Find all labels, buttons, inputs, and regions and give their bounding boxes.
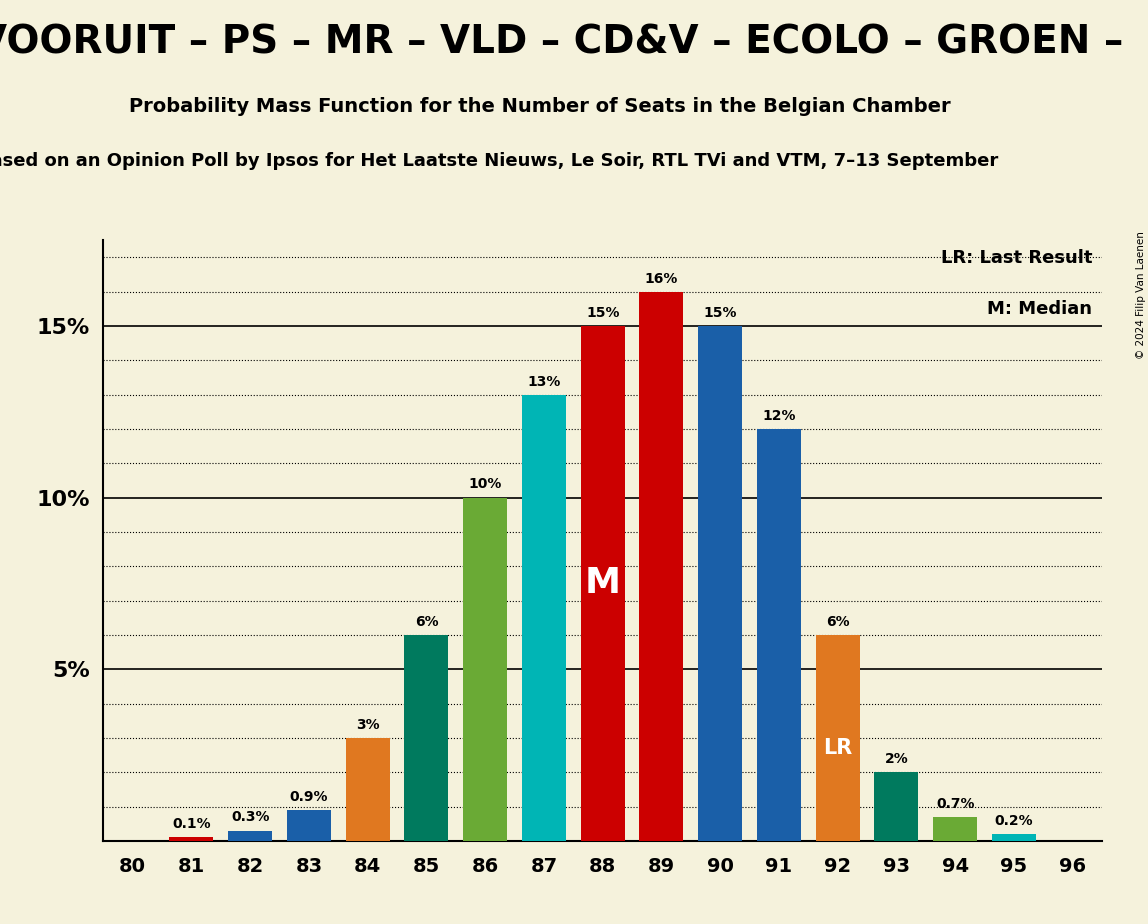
Text: M: M — [584, 566, 621, 601]
Text: 15%: 15% — [585, 306, 620, 320]
Bar — [228, 831, 272, 841]
Bar — [639, 292, 683, 841]
Text: 0.2%: 0.2% — [994, 814, 1033, 828]
Text: 0.1%: 0.1% — [172, 817, 211, 832]
Bar — [404, 635, 449, 841]
Text: VOORUIT – PS – MR – VLD – CD&V – ECOLO – GROEN –: VOORUIT – PS – MR – VLD – CD&V – ECOLO –… — [0, 23, 1124, 61]
Bar — [992, 834, 1035, 841]
Bar — [698, 326, 743, 841]
Bar — [933, 817, 977, 841]
Text: 6%: 6% — [825, 614, 850, 628]
Text: Probability Mass Function for the Number of Seats in the Belgian Chamber: Probability Mass Function for the Number… — [129, 97, 951, 116]
Text: M: Median: M: Median — [987, 300, 1092, 318]
Text: LR: LR — [823, 738, 852, 759]
Text: 0.9%: 0.9% — [289, 790, 328, 804]
Text: 3%: 3% — [356, 718, 380, 732]
Bar — [287, 810, 331, 841]
Bar — [170, 837, 214, 841]
Text: 0.7%: 0.7% — [936, 796, 975, 810]
Text: 2%: 2% — [885, 752, 908, 766]
Bar — [346, 738, 389, 841]
Text: LR: Last Result: LR: Last Result — [940, 249, 1092, 267]
Text: 16%: 16% — [645, 272, 678, 286]
Bar — [522, 395, 566, 841]
Text: 0.3%: 0.3% — [231, 810, 270, 824]
Text: Based on an Opinion Poll by Ipsos for Het Laatste Nieuws, Le Soir, RTL TVi and V: Based on an Opinion Poll by Ipsos for He… — [0, 152, 999, 170]
Text: 13%: 13% — [527, 374, 560, 388]
Text: © 2024 Filip Van Laenen: © 2024 Filip Van Laenen — [1135, 231, 1146, 359]
Bar — [581, 326, 625, 841]
Text: 6%: 6% — [414, 614, 439, 628]
Bar — [757, 429, 801, 841]
Text: 10%: 10% — [468, 478, 502, 492]
Bar — [463, 498, 507, 841]
Bar — [875, 772, 918, 841]
Bar — [816, 635, 860, 841]
Text: 12%: 12% — [762, 408, 796, 423]
Text: 15%: 15% — [704, 306, 737, 320]
